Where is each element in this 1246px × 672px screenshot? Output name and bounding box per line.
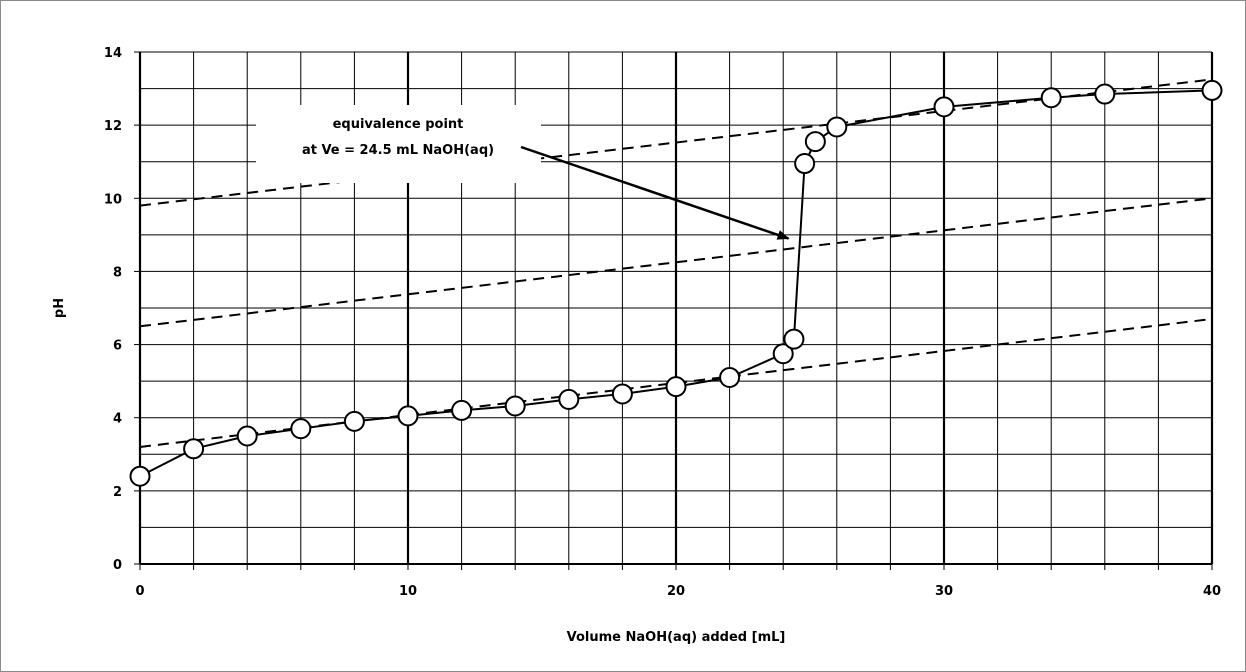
data-point (611, 383, 633, 405)
data-point (1040, 87, 1062, 109)
annotation-line-2: at Ve = 24.5 mL NaOH(aq) (302, 143, 494, 158)
data-point (236, 425, 258, 447)
annotation-line-1: equivalence point (333, 117, 464, 132)
data-point (794, 153, 816, 175)
data-point (783, 328, 805, 350)
data-point (290, 418, 312, 440)
data-point (397, 405, 419, 427)
annotation-arrow (520, 145, 790, 240)
y-tick-label: 4 (113, 412, 122, 427)
y-axis-title: pH (52, 298, 67, 318)
data-point (719, 366, 741, 388)
data-point (826, 116, 848, 138)
x-axis-title: Volume NaOH(aq) added [mL] (567, 630, 786, 645)
data-series (129, 79, 1223, 487)
data-point (343, 410, 365, 432)
data-point (933, 96, 955, 118)
y-tick-label: 0 (113, 558, 122, 573)
y-tick-label: 2 (113, 485, 122, 500)
annotation: equivalence point at Ve = 24.5 mL NaOH(a… (256, 105, 790, 240)
data-point (558, 388, 580, 410)
data-point (772, 343, 794, 365)
tick-labels: 0 10 20 30 40 0 2 4 6 8 10 12 14 (104, 46, 1221, 599)
data-point (665, 376, 687, 398)
x-tick-label: 0 (135, 584, 144, 599)
data-point (129, 465, 151, 487)
data-point (804, 131, 826, 153)
x-tick-label: 10 (399, 584, 417, 599)
y-tick-label: 12 (104, 119, 122, 134)
data-point (183, 438, 205, 460)
data-point (451, 399, 473, 421)
y-tick-label: 8 (113, 265, 122, 280)
data-point (1201, 79, 1223, 101)
x-tick-label: 30 (935, 584, 953, 599)
data-point (1094, 83, 1116, 105)
annotation-box (256, 105, 541, 183)
y-tick-label: 6 (113, 339, 122, 354)
data-point (504, 395, 526, 417)
x-tick-label: 20 (667, 584, 685, 599)
x-tick-label: 40 (1203, 584, 1221, 599)
y-tick-label: 10 (104, 192, 122, 207)
y-tick-label: 14 (104, 46, 122, 61)
